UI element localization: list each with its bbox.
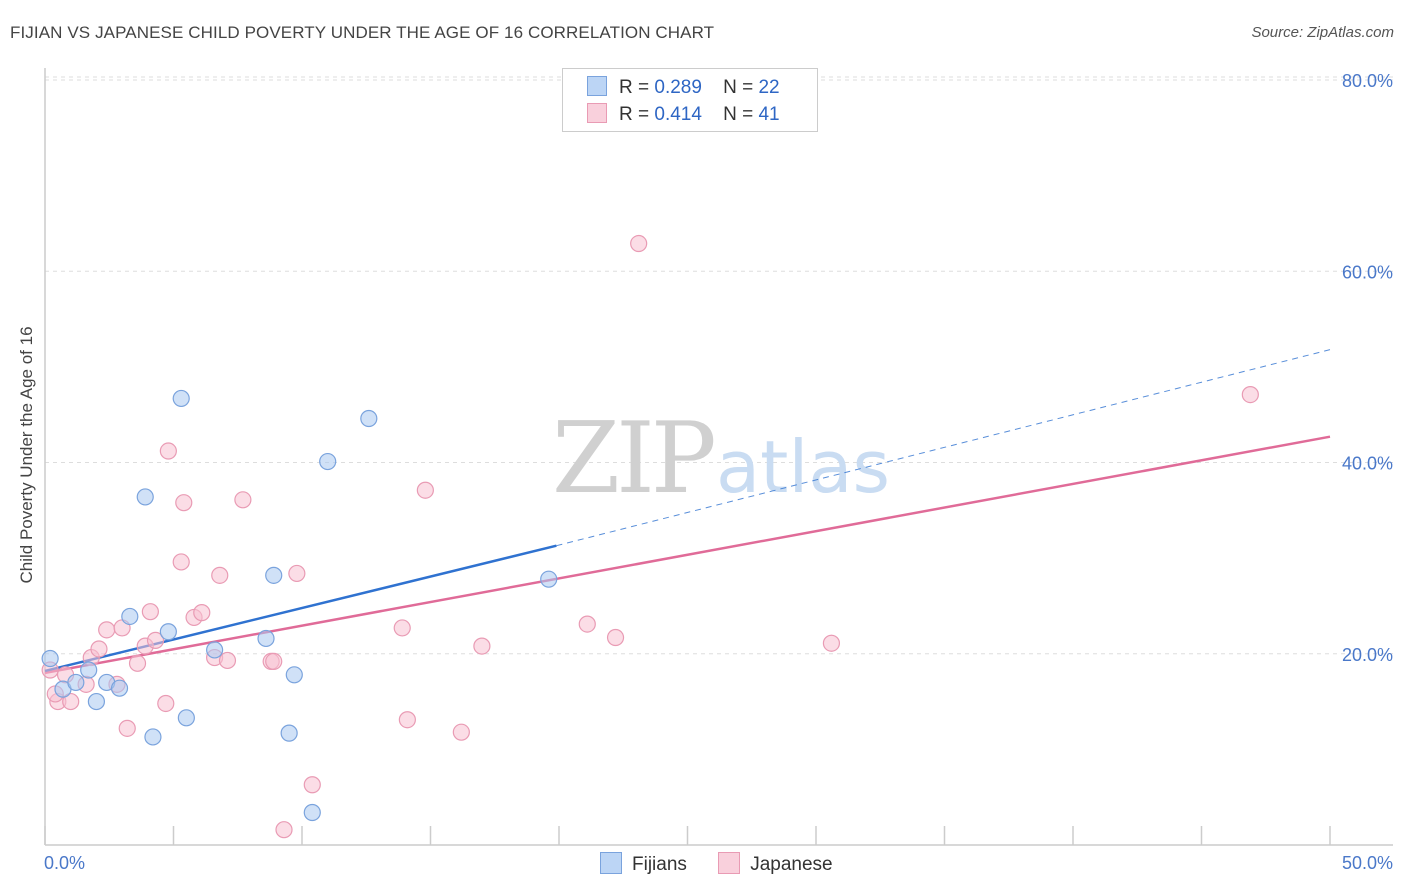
japanese-point (98, 621, 116, 639)
data-points (41, 234, 1259, 839)
japanese-r-label: R = (619, 104, 650, 125)
watermark-zip: ZIP (552, 402, 714, 516)
japanese-point (288, 564, 306, 583)
fijian-point (41, 649, 59, 668)
grid-lines (45, 76, 1393, 655)
japanese-point (578, 615, 596, 633)
fijians-r-value: 0.289 (654, 77, 702, 98)
japanese-point (473, 637, 491, 655)
fijian-point (360, 409, 378, 428)
fijian-point (319, 452, 337, 471)
fijian-point (257, 629, 275, 648)
japanese-point (393, 619, 411, 637)
fijians-r-label: R = (619, 77, 650, 98)
fijian-point (172, 389, 190, 408)
japanese-point (62, 692, 80, 711)
japanese-point (90, 640, 108, 658)
fijians-n-label: N = (723, 77, 754, 98)
watermark-atlas: atlas (716, 425, 890, 509)
y-tick-label: 80.0% (1342, 71, 1393, 91)
japanese-swatch (587, 103, 607, 123)
japanese-n-label: N = (723, 104, 754, 125)
japanese-point (234, 491, 252, 509)
japanese-point (1241, 386, 1259, 404)
japanese-legend-swatch (718, 852, 741, 874)
y-tick-label: 60.0% (1342, 262, 1393, 282)
y-tick-label: 40.0% (1342, 454, 1393, 474)
japanese-point (452, 723, 470, 741)
fijian-point (303, 803, 321, 822)
fijian-point (121, 607, 139, 626)
fijian-point (285, 666, 303, 684)
japanese-point (141, 603, 159, 621)
fijian-point (110, 679, 129, 697)
legend-item-fijians[interactable]: Fijians (600, 852, 687, 876)
fijian-point (265, 566, 283, 584)
japanese-point (172, 553, 190, 571)
japanese-point (265, 652, 283, 671)
japanese-point (193, 604, 211, 622)
fijian-point (540, 570, 558, 588)
japanese-point (211, 566, 229, 584)
fijian-point (67, 673, 85, 692)
source-label: Source: ZipAtlas.com (1251, 24, 1394, 41)
japanese-point (398, 711, 416, 729)
fijian-point (144, 728, 162, 746)
fijian-point (136, 488, 154, 506)
fijians-legend-swatch (600, 852, 622, 874)
fijian-point (280, 724, 298, 742)
legend-row-fijians: R = 0.289 N = 22 (587, 76, 780, 100)
correlation-legend: R = 0.289 N = 22 R = 0.414 N = 41 (562, 68, 818, 132)
fijians-swatch (587, 76, 607, 96)
axes (44, 68, 1393, 846)
series-legend: Fijians Japanese (600, 852, 859, 876)
japanese-point (118, 719, 136, 737)
fijian-point (206, 641, 224, 659)
fijian-point (80, 661, 98, 679)
chart-title: FIJIAN VS JAPANESE CHILD POVERTY UNDER T… (10, 23, 715, 42)
watermark: ZIP atlas (552, 402, 890, 516)
legend-item-japanese[interactable]: Japanese (718, 852, 833, 876)
japanese-point (822, 634, 841, 652)
fijian-trend-line (44, 544, 557, 673)
japanese-point (159, 442, 177, 460)
japanese-point (146, 631, 165, 649)
japanese-point (128, 654, 147, 672)
fijians-legend-label: Fijians (632, 854, 687, 875)
japanese-point (175, 494, 193, 512)
japanese-legend-label: Japanese (750, 854, 833, 875)
fijian-point (87, 692, 106, 711)
tick-labels: 20.0% 40.0% 60.0% 80.0% 0.0% 50.0% (44, 71, 1393, 873)
japanese-point (275, 821, 293, 839)
japanese-point (416, 481, 434, 499)
fijian-point (177, 709, 195, 727)
japanese-n-value: 41 (758, 104, 780, 125)
x-tick-label-min: 0.0% (44, 853, 85, 873)
japanese-point (218, 651, 237, 670)
japanese-point (157, 694, 175, 713)
x-tick-label-max: 50.0% (1342, 853, 1393, 873)
fijian-point (159, 623, 177, 641)
legend-row-japanese: R = 0.414 N = 41 (587, 103, 780, 127)
fijians-n-value: 22 (758, 77, 780, 98)
japanese-point (303, 776, 321, 794)
fijian-trend-extension (556, 349, 1331, 547)
japanese-r-value: 0.414 (654, 104, 702, 125)
japanese-point (606, 628, 625, 647)
y-tick-label: 20.0% (1342, 645, 1393, 665)
japanese-point (630, 234, 648, 253)
